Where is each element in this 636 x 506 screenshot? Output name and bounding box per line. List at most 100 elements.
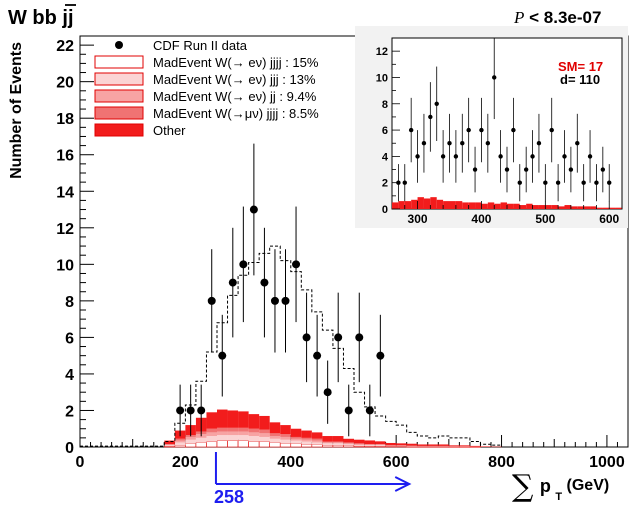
stack-bar [216,440,228,448]
stack-bar [406,446,418,447]
inset-stack-bar [475,202,482,209]
y-tick-label: 8 [65,294,74,311]
data-point [376,351,385,360]
stack-bar [174,444,186,448]
stack-bar [459,446,470,447]
inset-stack-bar [449,201,456,209]
stack-bar [469,445,481,447]
stack-bar [290,443,302,448]
inset-stack-bar [596,207,603,209]
stack-bar [448,446,460,447]
stack-bar [227,410,239,428]
stack-bar [238,431,249,436]
data-point [270,296,279,305]
inset-data-point [555,180,561,185]
inset-stack-bar [532,205,539,209]
inset-data-point [408,127,414,133]
inset-data-point [543,180,548,185]
stack-bar [491,446,502,448]
inset-stack-bar [602,207,610,209]
stack-bar [332,444,344,448]
inset-sm-annotation: SM= 17 [558,59,603,74]
stack-bar [375,444,386,445]
stack-bar [174,442,186,446]
inset-x-tick-label: 400 [471,212,491,226]
stack-bar [217,431,228,436]
stack-bar [269,433,281,437]
stack-bar [459,445,470,447]
inset-stack-bar [398,201,405,209]
inset-stack-bar [564,205,571,209]
inset-data-point [440,154,446,159]
y-tick-label: 18 [56,111,74,128]
inset-stack-bar [436,199,444,209]
stack-bar [217,427,228,432]
inset-stack-bar [590,206,597,209]
stack-bar [164,440,175,445]
stack-bar [290,438,302,441]
inset-stack [392,197,622,209]
stack-bar [248,436,260,442]
stack-bar [227,427,239,432]
stack-bar [322,442,333,444]
inset-stack-bar [417,197,424,209]
inset-panel: 300 400 500 600 0 2 4 6 8 10 12 SM= 17d= 110 [355,26,628,228]
data-point [218,351,227,360]
stack-bar [248,441,260,448]
stack-bar [301,443,313,448]
stack-bar [301,430,312,438]
inset-stack-bar [411,199,418,209]
stack-bar [195,442,207,448]
inset-data-point [485,141,491,146]
inset-stack-bar [615,207,622,209]
stack-bar [301,439,312,442]
stack-bar [164,444,175,446]
y-tick-label: 6 [65,330,74,347]
data-point [355,333,364,342]
stack-series [164,435,481,448]
inset-stack-bar [404,201,412,209]
stack-bar [332,436,344,442]
inset-data-point [466,127,471,133]
y-axis-label: Number of Events [8,42,25,179]
stack-bar [354,443,365,445]
stack-bar [385,445,397,446]
stack-bar [174,438,186,441]
inset-stack-bar [577,206,584,209]
stack-bar [311,442,323,445]
inset-data-point [504,167,510,172]
data-point [313,351,322,360]
legend-swatch [94,72,144,86]
data-point [249,205,258,214]
stack-bar [258,441,270,448]
inset-y-tick-label: 6 [382,125,388,137]
data-point [260,278,269,287]
stack-bar [311,443,323,448]
stack-bar [259,436,270,442]
inset-stack-bar [392,202,399,209]
stack-bar [343,442,354,444]
stack-bar [395,446,407,448]
inset-y-tick-label: 0 [382,204,388,216]
y-tick-label: 20 [56,75,74,92]
inset-data-point [517,180,522,185]
stack-series [164,431,470,447]
stack-bar [406,445,418,447]
stack-bar [164,445,175,447]
stack-bar [301,437,312,440]
stack-bar [217,409,228,428]
inset-data-point [581,180,586,185]
inset-data-point [549,127,554,133]
stack-bar [206,436,217,442]
stack-bar [279,443,292,448]
data-point [281,296,290,305]
stack-bar [353,445,365,448]
data-point [323,388,332,397]
y-tick-label: 10 [56,257,74,274]
stack-bar [290,436,302,439]
inset-data-point [536,141,542,146]
stack-bar [259,429,270,434]
inset-y-tick-label: 12 [376,46,388,58]
y-tick-label: 4 [65,367,74,384]
legend-swatch [94,89,144,103]
